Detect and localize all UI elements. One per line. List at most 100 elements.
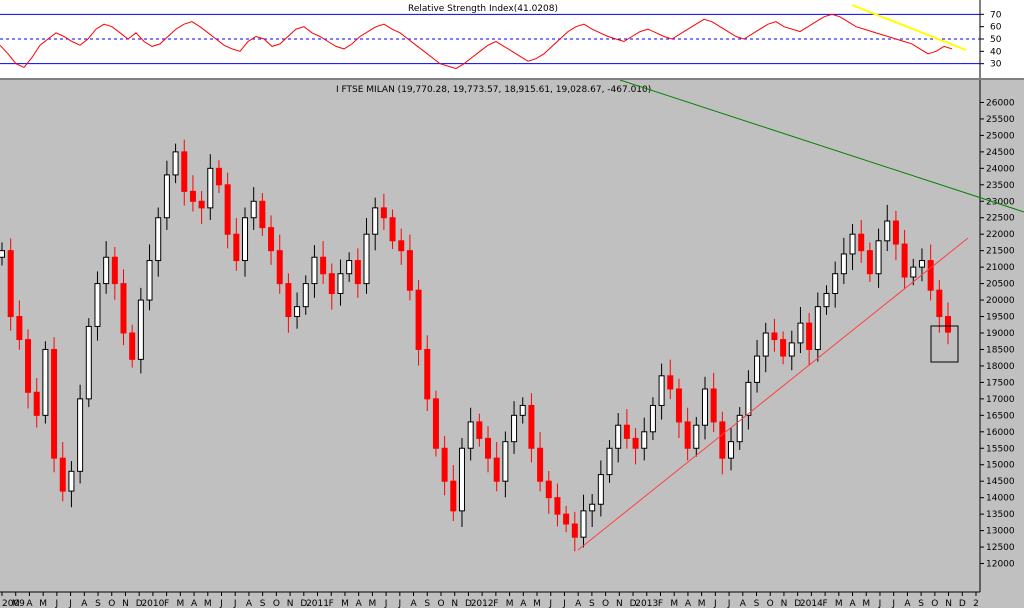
candle-body bbox=[363, 233, 370, 285]
candle-body bbox=[415, 289, 422, 350]
candle-body bbox=[311, 256, 318, 285]
x-tick-label: M bbox=[12, 599, 20, 608]
x-tick-label: S bbox=[95, 599, 101, 608]
candle-body bbox=[918, 260, 925, 268]
candle-body bbox=[129, 332, 136, 360]
x-tick-label: A bbox=[520, 599, 527, 608]
rsi-tick-label: 60 bbox=[990, 23, 1002, 33]
candle-body bbox=[337, 273, 344, 294]
candle-body bbox=[320, 256, 327, 275]
x-tick-label: F bbox=[493, 599, 498, 608]
candle-body bbox=[745, 381, 752, 416]
candle-body bbox=[181, 151, 188, 192]
x-tick-label: A bbox=[356, 599, 363, 608]
price-tick-label: 13500 bbox=[986, 510, 1015, 520]
candle-body bbox=[111, 256, 118, 285]
support-trendline bbox=[577, 237, 969, 551]
x-tick-label: M bbox=[176, 599, 184, 608]
candle-body bbox=[606, 447, 613, 476]
candle-body bbox=[432, 398, 439, 449]
price-tick-label: 21000 bbox=[986, 263, 1015, 273]
price-tick-label: 25000 bbox=[986, 131, 1015, 141]
price-tick-label: 21500 bbox=[986, 247, 1015, 257]
candle-body bbox=[936, 289, 943, 318]
candle-body bbox=[242, 217, 249, 262]
x-tick-label: 2010 bbox=[141, 599, 164, 608]
candle-body bbox=[719, 421, 726, 459]
candle-body bbox=[103, 256, 110, 285]
price-panel: I FTSE MILAN (19,770.28, 19,773.57, 18,9… bbox=[0, 80, 1024, 608]
x-tick-label: J bbox=[55, 599, 59, 608]
candle-body bbox=[33, 391, 40, 416]
x-tick-label: 2011 bbox=[306, 599, 329, 608]
candle-body bbox=[85, 325, 92, 400]
x-tick-label: M bbox=[835, 599, 843, 608]
candle-body bbox=[163, 174, 170, 219]
candle-body bbox=[276, 250, 283, 285]
price-tick-label: 24500 bbox=[986, 148, 1015, 158]
rsi-tick-label: 40 bbox=[990, 47, 1002, 57]
candle-body bbox=[0, 250, 5, 258]
candle-body bbox=[563, 513, 570, 525]
candle-body bbox=[623, 424, 630, 439]
candle-body bbox=[528, 404, 535, 449]
x-tick-label: 2009 bbox=[2, 599, 25, 608]
x-tick-label: D bbox=[630, 599, 637, 608]
candle-body bbox=[597, 474, 604, 505]
candle-body bbox=[658, 375, 665, 406]
candle-body bbox=[840, 253, 847, 275]
candle-body bbox=[207, 167, 214, 209]
candle-body bbox=[632, 437, 639, 449]
x-tick-label: S bbox=[754, 599, 760, 608]
x-tick-label: S bbox=[260, 599, 266, 608]
x-tick-label: D bbox=[300, 599, 307, 608]
candle-body bbox=[910, 266, 917, 278]
x-tick-label: M bbox=[204, 599, 212, 608]
price-tick-label: 17500 bbox=[986, 378, 1015, 388]
candle-body bbox=[537, 447, 544, 482]
candle-body bbox=[215, 167, 222, 186]
candle-body bbox=[406, 250, 413, 291]
x-tick-label: N bbox=[287, 599, 294, 608]
candle-body bbox=[875, 240, 882, 275]
candle-body bbox=[545, 480, 552, 499]
candle-body bbox=[797, 322, 804, 344]
candle-body bbox=[398, 240, 405, 252]
candle-body bbox=[441, 447, 448, 482]
candle-body bbox=[866, 250, 873, 275]
x-tick-label: F bbox=[658, 599, 663, 608]
candle-body bbox=[172, 151, 179, 176]
candle-body bbox=[649, 404, 656, 433]
candle-body bbox=[68, 470, 75, 492]
candle-body bbox=[250, 200, 257, 219]
candle-body bbox=[16, 316, 23, 341]
rsi-chart: Relative Strength Index(41.0208) 30 40 50 6… bbox=[0, 0, 1002, 78]
rsi-tick-label: 30 bbox=[990, 60, 1002, 70]
x-tick-label: D bbox=[465, 599, 472, 608]
candle-body bbox=[120, 283, 127, 334]
candle-body bbox=[884, 220, 891, 242]
x-tick-label: O bbox=[108, 599, 115, 608]
price-tick-label: 12000 bbox=[986, 560, 1015, 570]
candle-body bbox=[701, 388, 708, 426]
rsi-series-line bbox=[0, 13, 953, 70]
candle-body bbox=[858, 233, 865, 252]
x-tick-label: 2012 bbox=[471, 599, 494, 608]
x-tick-label: M bbox=[369, 599, 377, 608]
x-tick-label: J bbox=[878, 599, 882, 608]
candle-body bbox=[198, 200, 205, 209]
candle-body bbox=[554, 497, 561, 515]
x-tick-label: J bbox=[727, 599, 731, 608]
x-tick-label: M bbox=[341, 599, 349, 608]
price-tick-label: 17000 bbox=[986, 395, 1015, 405]
candle-body bbox=[354, 260, 361, 285]
x-tick-label: J bbox=[233, 599, 237, 608]
candle-body bbox=[42, 348, 49, 416]
candle-body bbox=[641, 431, 648, 449]
price-tick-label: 19500 bbox=[986, 313, 1015, 323]
x-tick-label: M bbox=[533, 599, 541, 608]
price-tick-label: 22000 bbox=[986, 230, 1015, 240]
price-tick-label: 19000 bbox=[986, 329, 1015, 339]
candle-body bbox=[59, 457, 66, 492]
x-tick-label: M bbox=[506, 599, 514, 608]
